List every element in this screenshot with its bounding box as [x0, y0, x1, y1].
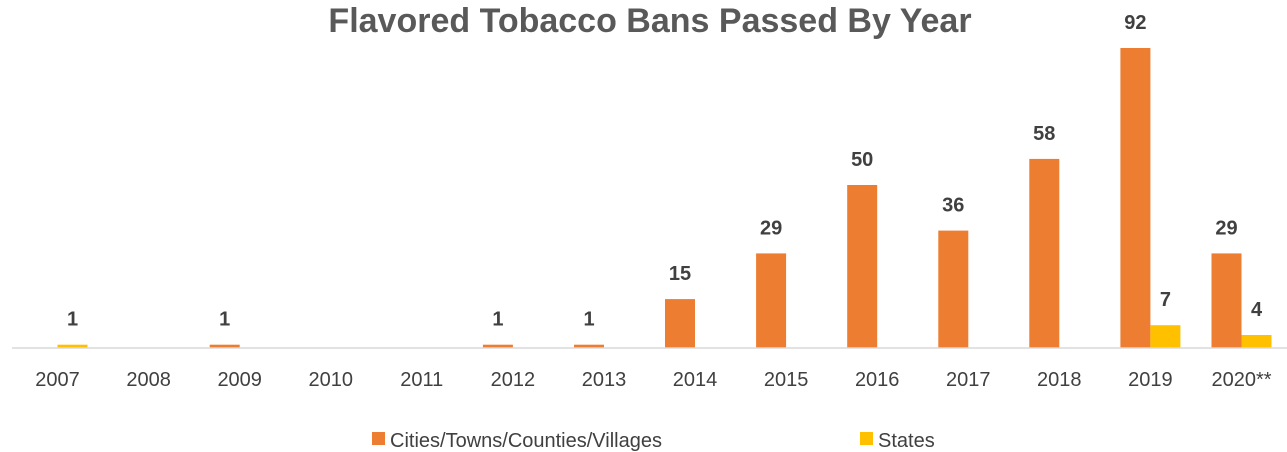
- x-tick-label: 2014: [673, 369, 718, 391]
- bar-cities: [1120, 48, 1151, 348]
- bar-cities: [847, 185, 878, 348]
- bar-states: [1150, 325, 1181, 348]
- x-tick-label: 2020**: [1211, 369, 1271, 391]
- bar-states: [57, 344, 88, 348]
- x-tick-label: 2019: [1128, 369, 1173, 391]
- data-label-states: 1: [67, 309, 78, 331]
- data-label-cities: 50: [851, 149, 873, 171]
- legend-swatch-cities: [372, 432, 385, 445]
- data-label-cities: 15: [669, 263, 691, 285]
- legend-label-states: States: [878, 430, 935, 452]
- legend-swatch-states: [860, 432, 873, 445]
- bars-layer: [57, 48, 1272, 348]
- bar-cities: [209, 344, 240, 348]
- x-tick-label: 2015: [764, 369, 809, 391]
- bar-cities: [574, 344, 604, 348]
- legend-label-cities: Cities/Towns/Counties/Villages: [390, 430, 662, 452]
- x-tick-labels: 2007 2008 2009 2010 2011 2012 2013 2014 2015 2016…: [35, 369, 1271, 391]
- x-tick-label: 2012: [491, 369, 536, 391]
- data-label-cities: 1: [219, 309, 230, 331]
- x-tick-label: 2013: [582, 369, 627, 391]
- bar-cities: [482, 344, 513, 348]
- bar-cities: [665, 299, 695, 348]
- bar-cities: [938, 230, 969, 348]
- data-label-cities: 92: [1124, 12, 1146, 34]
- data-label-cities: 1: [492, 309, 503, 331]
- x-tick-label: 2011: [400, 369, 443, 391]
- data-label-cities: 29: [1215, 217, 1237, 239]
- data-label-cities: 1: [583, 309, 594, 331]
- legend: Cities/Towns/Counties/Villages States: [372, 430, 935, 452]
- data-label-cities: 58: [1033, 123, 1055, 145]
- x-tick-label: 2017: [946, 369, 991, 391]
- x-tick-label: 2007: [35, 369, 80, 391]
- bar-states: [1241, 335, 1272, 348]
- data-label-states: 4: [1251, 299, 1263, 321]
- data-labels: 1 1 1 1 15 29 50 36 58 92 7 29 4: [67, 12, 1263, 331]
- x-tick-label: 2016: [855, 369, 900, 391]
- x-tick-label: 2009: [217, 369, 262, 391]
- x-tick-label: 2010: [309, 369, 354, 391]
- data-label-cities: 29: [760, 217, 782, 239]
- chart-title: Flavored Tobacco Bans Passed By Year: [328, 2, 971, 40]
- bar-cities: [1029, 158, 1060, 348]
- bar-cities: [756, 253, 787, 348]
- bar-cities: [1211, 253, 1242, 348]
- data-label-cities: 36: [942, 195, 964, 217]
- data-label-states: 7: [1160, 289, 1171, 311]
- x-tick-label: 2008: [126, 369, 171, 391]
- x-tick-label: 2018: [1037, 369, 1082, 391]
